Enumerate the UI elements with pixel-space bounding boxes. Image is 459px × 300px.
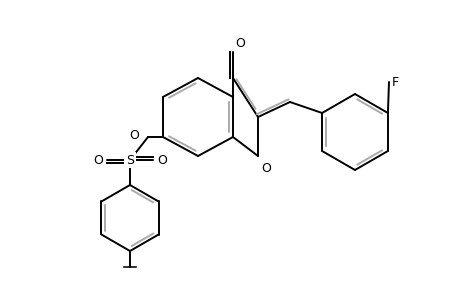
Text: F: F [391, 76, 398, 88]
Text: O: O [260, 162, 270, 175]
Text: O: O [235, 37, 244, 50]
Text: S: S [126, 154, 134, 166]
Text: O: O [129, 128, 139, 142]
Text: O: O [93, 154, 103, 166]
Text: O: O [157, 154, 167, 166]
